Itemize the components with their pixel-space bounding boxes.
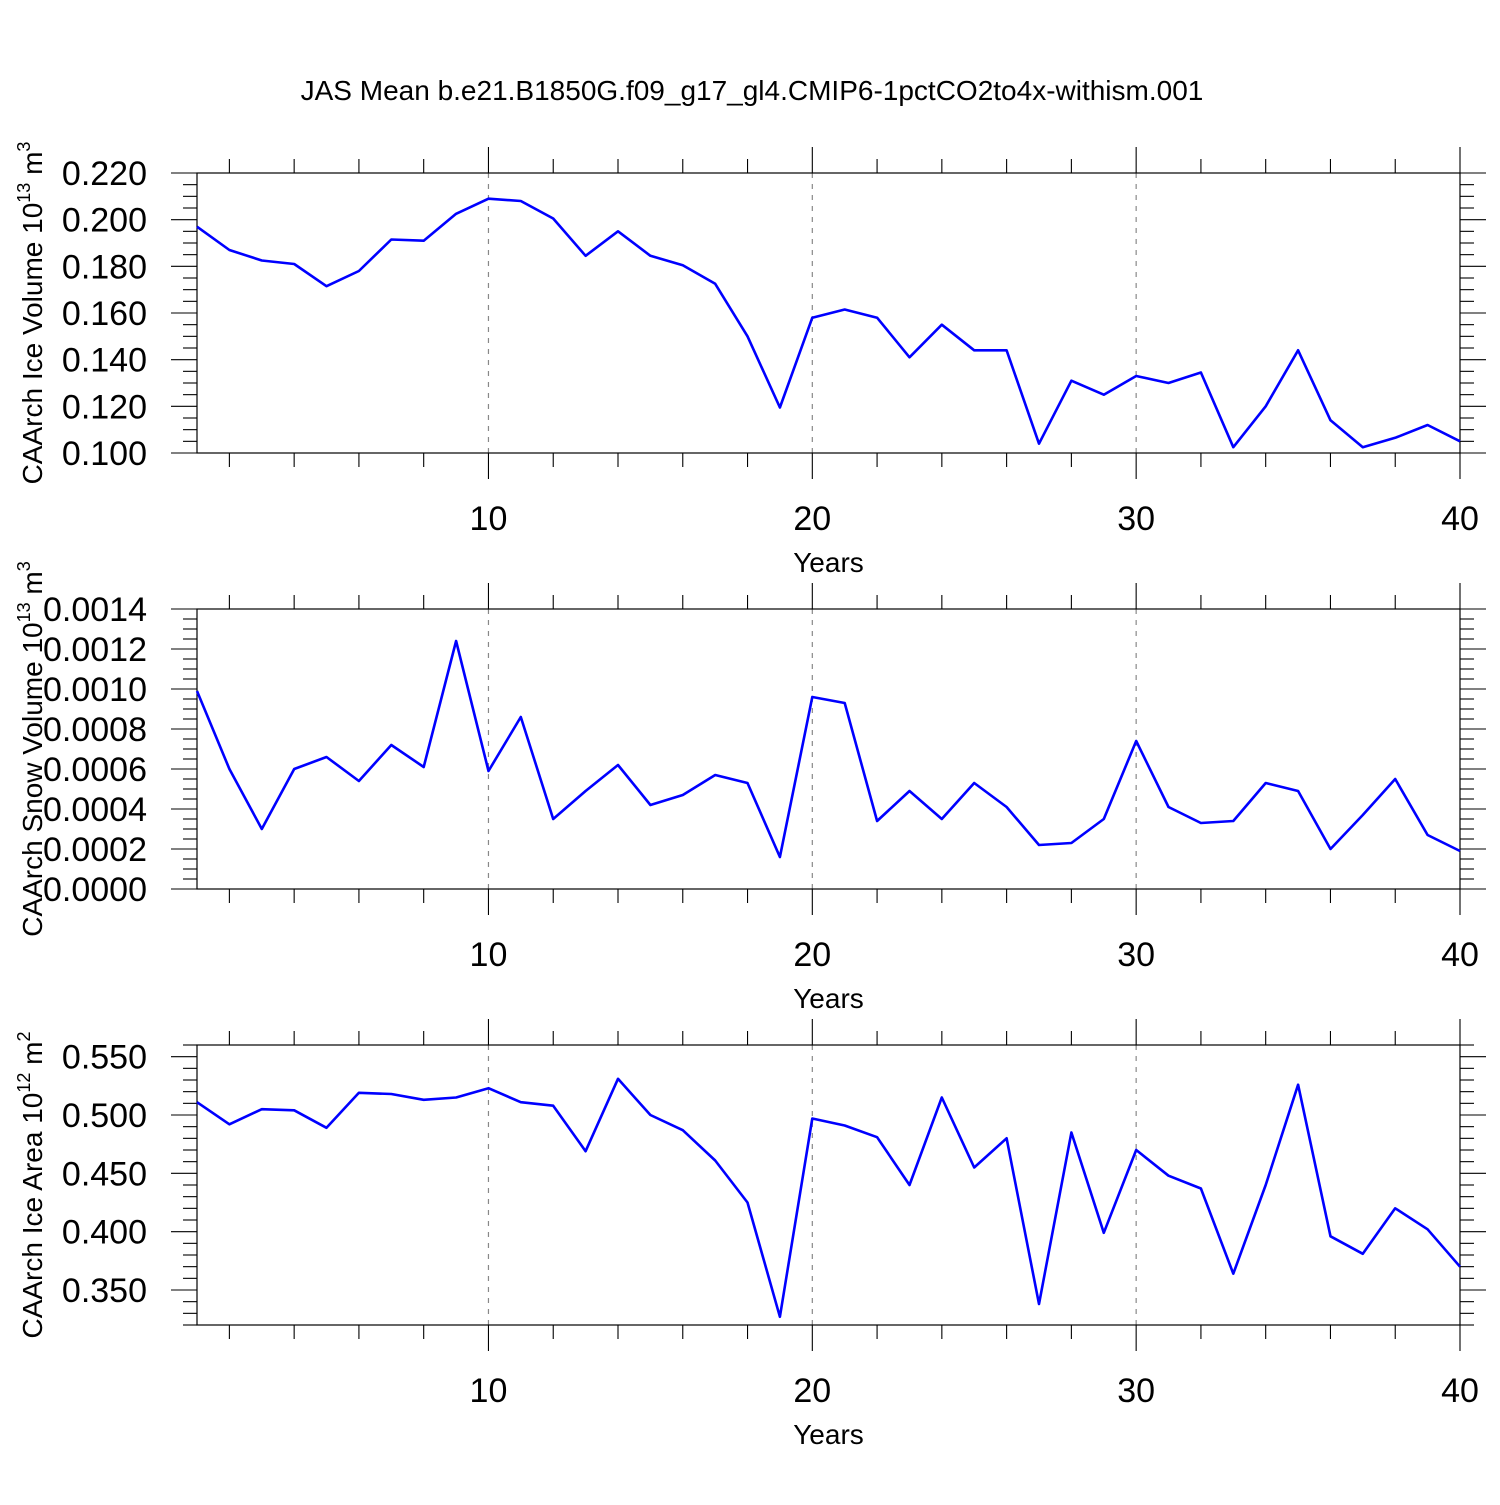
y-tick-label: 0.0004 <box>43 791 147 829</box>
y-tick-label: 0.550 <box>62 1039 147 1077</box>
y-tick-label: 0.140 <box>62 342 147 380</box>
series-line <box>196 197 1461 449</box>
x-tick-label: 20 <box>793 936 831 974</box>
y-tick-label: 0.120 <box>62 388 147 426</box>
chart-title: JAS Mean b.e21.B1850G.f09_g17_gl4.CMIP6-… <box>301 75 1204 106</box>
y-tick-label: 0.0014 <box>43 591 147 629</box>
panel-3: 0.350 0.400 0.450 0.500 0.550 10 20 30 40 Years CA… <box>14 1019 1486 1450</box>
panel-1: 0.100 0.120 0.140 0.160 0.180 0.200 0.220 10 20 3… <box>14 142 1486 578</box>
y-axis-label: CAArch Ice Area 1012 m2 <box>14 1031 48 1338</box>
x-axis-label: Years <box>793 983 864 1014</box>
y-tick-label: 0.400 <box>62 1214 147 1252</box>
y-tick-label: 0.0002 <box>43 831 147 869</box>
y-axis-label: CAArch Ice Volume 1013 m3 <box>14 142 48 485</box>
y-tick-label: 0.160 <box>62 295 147 333</box>
y-tick-label: 0.0008 <box>43 711 147 749</box>
panels: 0.100 0.120 0.140 0.160 0.180 0.200 0.220 10 20 3… <box>14 142 1486 1450</box>
y-tick-label: 0.180 <box>62 248 147 286</box>
panel-2: 0.00000.00020.00040.00060.00080.00100.00… <box>14 561 1486 1014</box>
x-tick-label: 30 <box>1117 1372 1155 1410</box>
plot-frame <box>196 1044 1461 1326</box>
x-tick-label: 40 <box>1441 1372 1479 1410</box>
x-tick-label: 30 <box>1117 936 1155 974</box>
series-line <box>196 1077 1461 1319</box>
x-tick-label: 20 <box>793 500 831 538</box>
series-line <box>195 639 1461 859</box>
x-tick-label: 40 <box>1441 500 1479 538</box>
y-axis-label: CAArch Snow Volume 1013 m3 <box>14 561 48 937</box>
y-tick-label: 0.350 <box>62 1272 147 1310</box>
x-tick-label: 10 <box>470 500 508 538</box>
x-tick-label: 40 <box>1441 936 1479 974</box>
x-tick-label: 30 <box>1117 500 1155 538</box>
y-tick-label: 0.0000 <box>43 871 147 909</box>
x-tick-label: 10 <box>470 1372 508 1410</box>
x-axis-label: Years <box>793 547 864 578</box>
x-axis-label: Years <box>793 1419 864 1450</box>
y-tick-label: 0.0012 <box>43 631 147 669</box>
y-tick-label: 0.200 <box>62 202 147 240</box>
y-tick-label: 0.220 <box>62 155 147 193</box>
x-tick-label: 10 <box>470 936 508 974</box>
y-tick-label: 0.100 <box>62 435 147 473</box>
y-tick-label: 0.500 <box>62 1097 147 1135</box>
y-tick-label: 0.450 <box>62 1155 147 1193</box>
y-tick-label: 0.0010 <box>43 671 147 709</box>
y-tick-label: 0.0006 <box>43 751 147 789</box>
x-tick-label: 20 <box>793 1372 831 1410</box>
